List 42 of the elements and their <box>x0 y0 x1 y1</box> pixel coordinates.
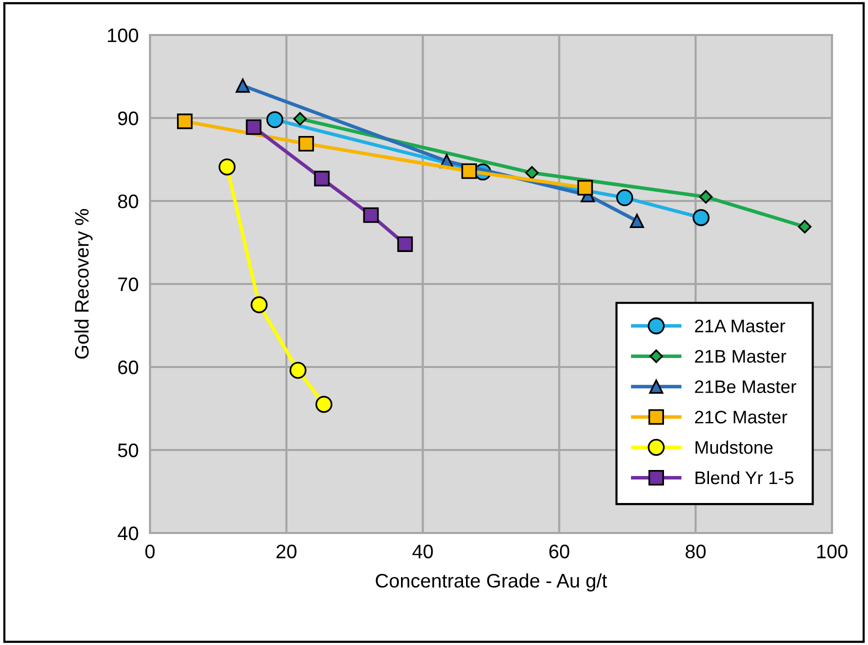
x-tick-label: 100 <box>817 544 848 558</box>
y-tick-label: 70 <box>118 277 138 292</box>
y-tick-label: 60 <box>118 360 138 374</box>
x-tick-label: 0 <box>145 544 155 558</box>
x-axis-title: Concentrate Grade - Au g/t <box>376 573 608 592</box>
legend-label: Blend Yr 1-5 <box>696 470 794 484</box>
point <box>246 119 262 135</box>
point <box>236 78 250 93</box>
y-tick-label: 90 <box>118 111 138 126</box>
point <box>363 207 379 223</box>
x-tick-label: 60 <box>549 544 570 558</box>
legend-label: 21Be Master <box>695 380 796 394</box>
point <box>525 166 539 180</box>
y-tick-label: 100 <box>108 28 138 42</box>
point <box>630 214 644 228</box>
point <box>290 362 306 379</box>
point <box>293 112 307 126</box>
x-tick-label: 40 <box>412 544 433 558</box>
point <box>461 163 477 179</box>
y-tick-label: 50 <box>118 443 138 458</box>
point <box>314 170 330 186</box>
point <box>616 189 634 206</box>
point <box>692 209 710 226</box>
y-tick-label: 40 <box>118 526 138 540</box>
x-tick-label: 80 <box>686 544 706 558</box>
point <box>218 158 236 176</box>
legend-label: 21C Master <box>695 410 788 424</box>
x-tick-label: 20 <box>276 544 296 558</box>
legend-label: Mudstone <box>696 440 773 454</box>
legend-label: 21A Master <box>695 320 786 332</box>
legend-label: 21B Master <box>695 350 786 363</box>
point <box>315 396 332 413</box>
point <box>699 190 713 204</box>
point <box>177 114 193 130</box>
point <box>250 296 268 314</box>
point <box>397 236 413 252</box>
point <box>798 220 812 234</box>
point <box>577 180 593 196</box>
y-tick-label: 80 <box>118 194 138 208</box>
point <box>298 136 314 152</box>
y-axis-title: Gold Recovery % <box>74 209 93 359</box>
point <box>266 111 284 128</box>
